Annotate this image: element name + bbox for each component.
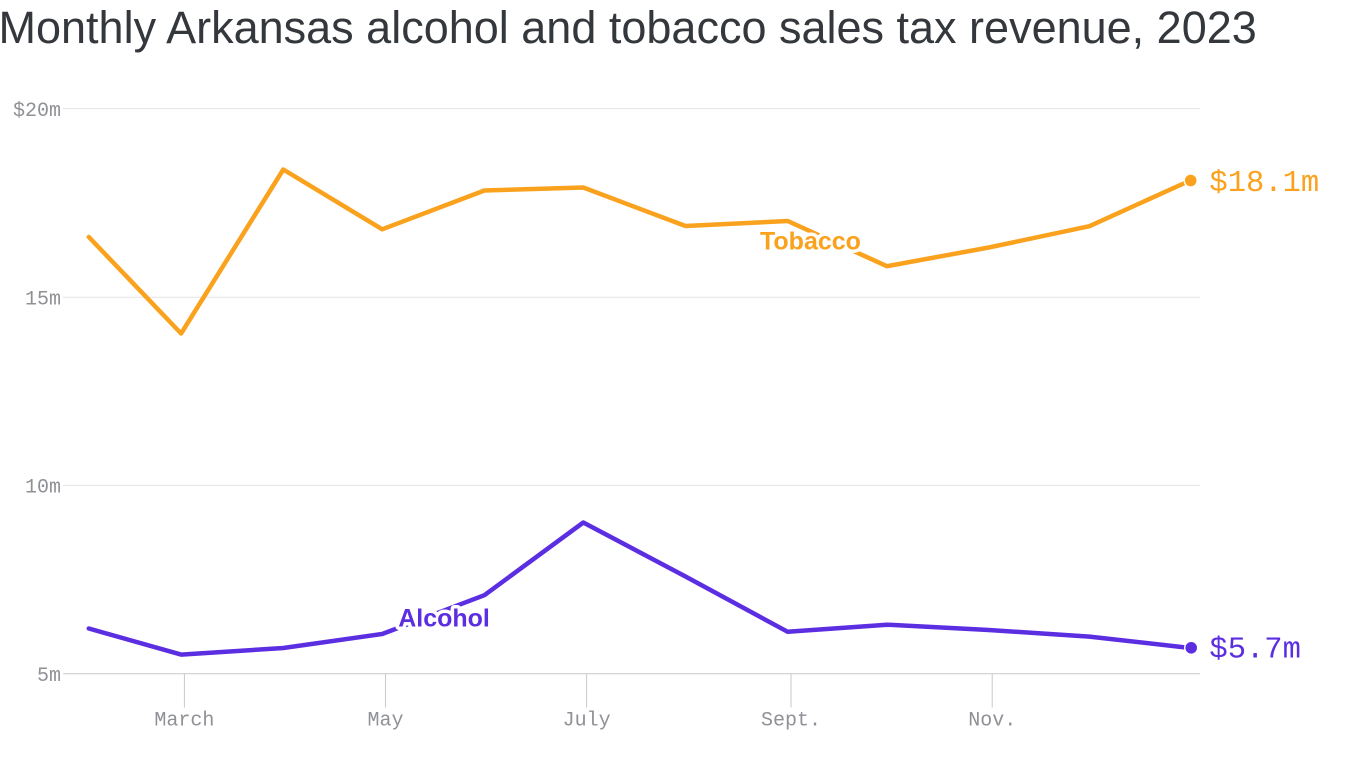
svg-text:Sept.: Sept.: [761, 709, 821, 732]
svg-text:$20m: $20m: [13, 100, 61, 123]
svg-text:$5.7m: $5.7m: [1209, 634, 1301, 668]
svg-text:Tobacco: Tobacco: [760, 228, 861, 256]
svg-text:Monthly Arkansas alcohol and t: Monthly Arkansas alcohol and tobacco sal…: [0, 2, 1257, 53]
svg-text:15m: 15m: [25, 288, 61, 311]
svg-text:$18.1m: $18.1m: [1209, 167, 1319, 201]
svg-text:Alcohol: Alcohol: [398, 605, 490, 633]
svg-text:5m: 5m: [37, 665, 61, 688]
svg-text:Nov.: Nov.: [968, 709, 1016, 732]
svg-text:May: May: [367, 709, 403, 732]
svg-text:10m: 10m: [25, 477, 61, 500]
svg-text:July: July: [563, 709, 611, 732]
svg-text:March: March: [154, 709, 214, 732]
